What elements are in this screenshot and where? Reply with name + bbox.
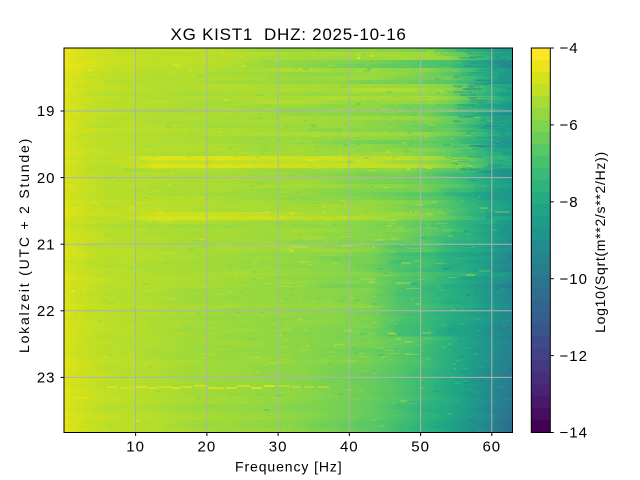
svg-text:22: 22 [37,303,56,320]
svg-text:30: 30 [269,439,288,456]
svg-text:−10: −10 [560,271,588,288]
svg-text:−14: −14 [560,425,588,442]
svg-text:10: 10 [126,439,145,456]
svg-text:60: 60 [482,439,501,456]
svg-text:20: 20 [37,170,56,187]
svg-text:−8: −8 [560,194,579,211]
svg-text:Lokalzeit (UTC + 2 Stunde): Lokalzeit (UTC + 2 Stunde) [16,137,32,353]
svg-text:Log10(Sqrt(m**2/s**2/Hz)): Log10(Sqrt(m**2/s**2/Hz)) [592,151,608,333]
svg-text:20: 20 [198,439,217,456]
svg-text:−4: −4 [560,40,579,57]
svg-text:Frequency [Hz]: Frequency [Hz] [235,459,343,475]
svg-text:23: 23 [37,370,56,387]
svg-text:21: 21 [37,236,56,253]
svg-text:−6: −6 [560,117,579,134]
svg-text:50: 50 [411,439,430,456]
svg-text:XG KIST1 DHZ: 2025-10-16: XG KIST1 DHZ: 2025-10-16 [171,25,407,44]
svg-text:40: 40 [340,439,359,456]
svg-text:−12: −12 [560,348,588,365]
svg-text:19: 19 [37,103,56,120]
